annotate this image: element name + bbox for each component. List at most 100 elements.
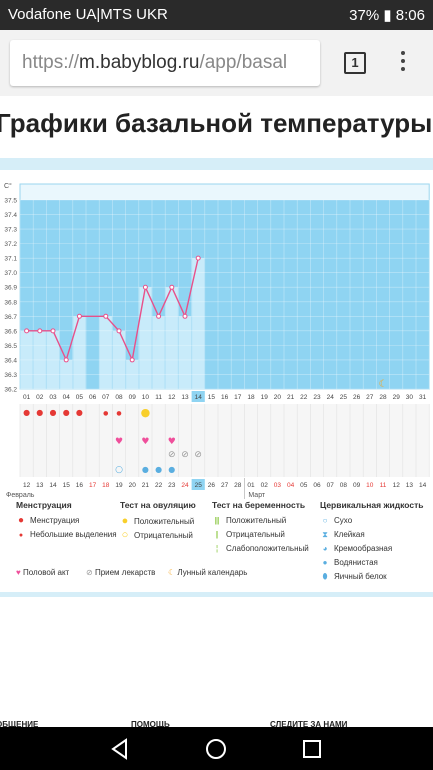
temperature-point — [50, 328, 56, 334]
legend-other: ♥ Половой акт ⊘ Прием лекарств ☾ Лунный … — [0, 568, 433, 584]
cycle-day-label: 26 — [353, 394, 361, 401]
cycle-day-label: 28 — [379, 394, 387, 401]
month-label: Март — [248, 492, 266, 499]
chart-bottom-border — [0, 592, 433, 597]
calendar-day-label: 23 — [168, 482, 176, 489]
temperature-bar — [112, 330, 126, 389]
calendar-day-label: 19 — [115, 482, 123, 489]
cycle-day-label: 09 — [129, 394, 137, 401]
calendar-day-label: 14 — [419, 482, 427, 489]
cycle-day-label: 01 — [23, 394, 31, 401]
tab-switcher-button[interactable]: 1 — [344, 52, 366, 74]
cycle-day-label: 16 — [221, 394, 229, 401]
drop-icon: ● — [23, 408, 30, 417]
calendar-day-label: 26 — [208, 482, 216, 489]
watery-icon: ● — [168, 465, 175, 474]
drop-icon: ● — [63, 408, 70, 417]
cycle-day-label: 13 — [181, 394, 189, 401]
pill-icon: ⊘ — [86, 568, 93, 577]
cycle-day-label: 08 — [115, 394, 123, 401]
pill-icon: ⊘ — [181, 450, 189, 460]
heart-icon: ♥ — [16, 568, 21, 577]
ovulation-icon: ● — [141, 406, 151, 419]
y-axis-label: C° — [4, 182, 12, 190]
legend-label: Менструация — [30, 516, 80, 525]
y-tick-label: 36.8 — [4, 299, 17, 306]
cycle-day-label: 23 — [313, 394, 321, 401]
heart-icon: ♥ — [168, 437, 176, 447]
legend-item: ● Водянистая — [320, 556, 423, 570]
temperature-bar — [99, 316, 112, 389]
legend-ovulation: Тест на овуляцию ● Положительный ○ Отрицат… — [120, 500, 196, 542]
footer-link-community[interactable]: ОБЩЕНИЕ — [0, 720, 39, 729]
cycle-day-label: 24 — [327, 394, 335, 401]
section-divider — [0, 158, 433, 170]
moon-icon: ☾ — [379, 379, 388, 390]
cycle-day-label: 07 — [102, 394, 110, 401]
temperature-point — [103, 313, 109, 319]
home-icon[interactable] — [204, 737, 228, 761]
temperature-point — [142, 284, 148, 290]
footer-link-help[interactable]: ПОМОЩЬ — [131, 720, 170, 729]
overflow-menu-icon[interactable] — [400, 51, 406, 75]
temperature-bar — [60, 359, 73, 389]
calendar-day-label: 08 — [340, 482, 348, 489]
legend-item: ● Небольшие выделения — [16, 528, 117, 542]
temperature-point — [129, 357, 135, 363]
recents-icon[interactable] — [300, 737, 324, 761]
legend-item: ○ Сухо — [320, 514, 423, 528]
cycle-day-label: 18 — [247, 394, 255, 401]
address-bar[interactable]: https://m.babyblog.ru/app/basal — [10, 40, 320, 86]
circle-outline-icon: ○ — [121, 529, 129, 541]
temperature-bar — [126, 359, 139, 389]
temperature-point — [24, 328, 30, 334]
cycle-day-label: 05 — [76, 394, 84, 401]
calendar-day-label: 28 — [234, 482, 242, 489]
legend-item: ● Положительный — [120, 514, 196, 528]
heart-icon: ♥ — [115, 437, 123, 447]
calendar-day-label: 05 — [300, 482, 308, 489]
cycle-day-label: 11 — [155, 394, 162, 401]
legend-label: Отрицательный — [134, 531, 193, 540]
y-tick-label: 36.9 — [4, 285, 17, 292]
y-tick-label: 37.0 — [4, 270, 17, 277]
page-title: Графики базальной температуры — [0, 108, 433, 138]
temperature-bar — [178, 316, 192, 389]
status-bar: Vodafone UA|MTS UKR 37% ▮ 8:06 — [0, 0, 433, 30]
legend-heading: Тест на беременность — [212, 500, 306, 510]
calendar-day-label: 13 — [36, 482, 44, 489]
temperature-bar — [33, 330, 46, 389]
dry-icon: ○ — [115, 465, 123, 475]
legend-item: ◕ Кремообразная — [320, 542, 423, 556]
watery-icon: ● — [142, 465, 149, 474]
y-tick-label: 36.6 — [4, 328, 17, 335]
back-icon[interactable] — [108, 737, 132, 761]
month-label: Февраль — [6, 492, 35, 499]
clock: 8:06 — [395, 7, 425, 24]
sticky-icon: ⧗ — [322, 530, 328, 539]
temperature-bar — [192, 258, 205, 389]
y-tick-label: 37.5 — [4, 198, 17, 205]
calendar-day-label: 06 — [313, 482, 321, 489]
address-text: https://m.babyblog.ru/app/basal — [22, 52, 287, 74]
cycle-day-label: 15 — [208, 394, 216, 401]
cycle-day-label: 10 — [142, 394, 150, 401]
legend-item: ¦ Слабоположительный — [212, 542, 309, 556]
site-footer: ОБЩЕНИЕ ПОМОЩЬ СЛЕДИТЕ ЗА НАМИ — [0, 714, 433, 729]
cycle-day-label: 20 — [274, 394, 282, 401]
egg-white-icon: ⬮ — [322, 572, 328, 581]
calendar-day-label: 22 — [155, 482, 163, 489]
footer-link-follow[interactable]: СЛЕДИТЕ ЗА НАМИ — [270, 720, 348, 729]
temperature-point — [195, 255, 201, 261]
legend-pregnancy: Тест на беременность || Положительный | От… — [212, 500, 309, 556]
cycle-day-label: 02 — [36, 394, 44, 401]
legend-label: Слабоположительный — [226, 544, 309, 553]
cycle-day-label: 30 — [406, 394, 414, 401]
temperature-bar — [20, 330, 33, 389]
temperature-bar — [152, 316, 165, 389]
cycle-day-label: 12 — [168, 394, 176, 401]
legend-label: Сухо — [334, 516, 353, 525]
cycle-day-label: 29 — [393, 394, 401, 401]
cycle-day-label: 31 — [419, 394, 427, 401]
calendar-day-label: 10 — [366, 482, 374, 489]
